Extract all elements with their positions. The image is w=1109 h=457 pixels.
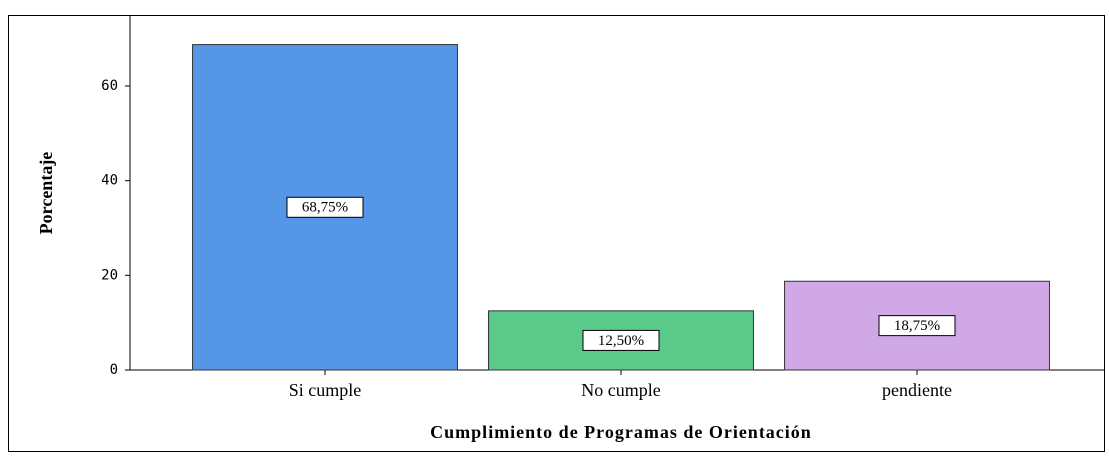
y-tick-label: 40 bbox=[101, 173, 118, 189]
x-tick-label: pendiente bbox=[882, 380, 952, 400]
y-tick-label: 0 bbox=[110, 362, 118, 378]
x-tick-label: No cumple bbox=[581, 380, 660, 400]
value-label-box bbox=[878, 315, 956, 337]
y-axis-label: Porcentaje bbox=[36, 152, 56, 235]
y-tick-label: 20 bbox=[101, 267, 118, 283]
x-tick-label: Si cumple bbox=[289, 380, 362, 400]
value-label-box bbox=[286, 196, 364, 218]
value-label: 18,75% bbox=[894, 318, 940, 334]
value-label-box bbox=[582, 329, 660, 351]
y-tick-label: 60 bbox=[101, 78, 118, 94]
x-axis-label: Cumplimiento de Programas de Orientación bbox=[430, 422, 812, 442]
value-label: 12,50% bbox=[598, 333, 644, 349]
value-label: 68,75% bbox=[302, 200, 348, 216]
